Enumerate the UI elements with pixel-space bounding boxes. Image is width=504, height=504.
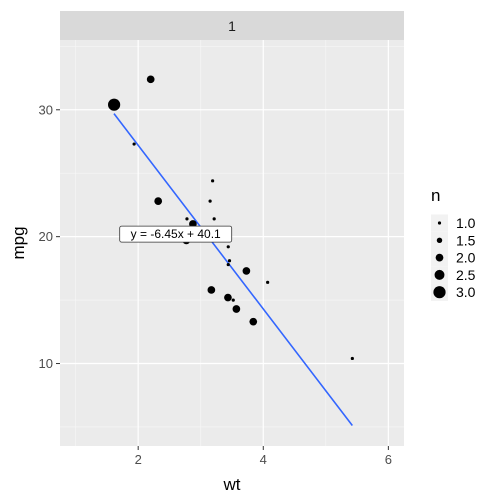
x-tick-label: 6 bbox=[385, 452, 392, 467]
grid-minor bbox=[60, 40, 404, 446]
legend-label: 3.0 bbox=[456, 284, 476, 300]
x-axis: 2 4 6 bbox=[135, 446, 392, 467]
data-point bbox=[242, 267, 251, 275]
data-point bbox=[108, 98, 121, 111]
equation-label: y = -6.45x + 40.1 bbox=[131, 227, 221, 241]
y-tick-label: 20 bbox=[39, 229, 53, 244]
data-point bbox=[208, 199, 212, 203]
data-point bbox=[132, 142, 136, 146]
legend-label: 2.5 bbox=[456, 267, 476, 283]
y-tick-label: 10 bbox=[39, 356, 53, 371]
data-point bbox=[146, 75, 155, 84]
data-point bbox=[266, 280, 270, 284]
data-point bbox=[224, 293, 232, 302]
facet-strip bbox=[60, 11, 404, 40]
annotation-layer: y = -6.45x + 40.1 bbox=[119, 225, 233, 243]
data-point bbox=[231, 298, 235, 302]
facet-strip-label: 1 bbox=[228, 18, 236, 34]
y-axis-title: mpg bbox=[9, 226, 28, 259]
data-point bbox=[227, 259, 232, 263]
data-point bbox=[211, 179, 215, 183]
legend-key-point bbox=[433, 286, 446, 299]
legend-key-point bbox=[436, 237, 443, 244]
data-point bbox=[249, 317, 258, 326]
legend: n 1.01.5 2.02.53.0 bbox=[431, 186, 476, 301]
legend-title: n bbox=[431, 186, 440, 205]
fit-layer bbox=[113, 113, 353, 426]
x-tick-label: 2 bbox=[135, 452, 142, 467]
legend-label: 1.5 bbox=[456, 232, 476, 248]
x-tick-label: 4 bbox=[260, 452, 267, 467]
regression-line bbox=[113, 113, 353, 426]
legend-label: 1.0 bbox=[456, 215, 476, 231]
y-axis: 10 20 30 bbox=[39, 102, 60, 371]
legend-label: 2.0 bbox=[456, 250, 476, 266]
data-point bbox=[207, 286, 216, 294]
data-point bbox=[185, 217, 189, 221]
data-point bbox=[154, 197, 163, 205]
data-point bbox=[226, 245, 230, 249]
data-point bbox=[350, 356, 354, 361]
legend-key-point bbox=[437, 221, 442, 225]
legend-key-point bbox=[434, 269, 445, 280]
y-tick-label: 30 bbox=[39, 102, 53, 117]
x-axis-title: wt bbox=[223, 475, 241, 494]
data-point bbox=[212, 217, 216, 221]
equation-label-box bbox=[119, 225, 233, 243]
data-point bbox=[232, 305, 241, 313]
data-point bbox=[226, 262, 230, 267]
legend-key-point bbox=[435, 253, 444, 262]
